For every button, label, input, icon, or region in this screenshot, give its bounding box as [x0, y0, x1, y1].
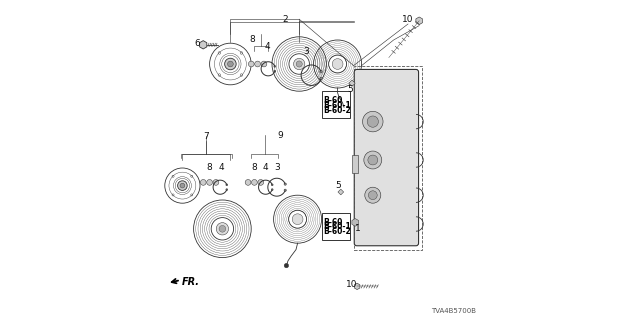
Circle shape: [284, 189, 286, 191]
Circle shape: [207, 180, 212, 185]
Text: 6: 6: [194, 39, 200, 48]
Text: 8: 8: [249, 36, 255, 44]
Circle shape: [226, 189, 228, 190]
Circle shape: [178, 181, 188, 190]
Circle shape: [245, 180, 251, 185]
Bar: [352, 155, 358, 173]
Circle shape: [367, 116, 378, 127]
Circle shape: [180, 183, 185, 188]
Circle shape: [261, 61, 267, 67]
Text: 3: 3: [274, 163, 280, 172]
Bar: [322, 213, 351, 240]
Circle shape: [292, 214, 303, 225]
Circle shape: [200, 180, 206, 185]
Text: FR.: FR.: [182, 276, 200, 287]
Circle shape: [255, 61, 260, 67]
Circle shape: [258, 180, 264, 185]
Circle shape: [296, 61, 302, 67]
Circle shape: [225, 58, 236, 70]
Text: B-60-2: B-60-2: [323, 227, 351, 236]
Bar: [322, 91, 351, 118]
Circle shape: [274, 70, 276, 72]
Text: 5: 5: [336, 181, 341, 190]
Circle shape: [252, 180, 257, 185]
Circle shape: [362, 111, 383, 132]
Text: 10: 10: [402, 15, 413, 24]
Circle shape: [271, 189, 273, 190]
Text: B-60-1: B-60-1: [323, 101, 351, 110]
Circle shape: [219, 225, 226, 232]
Circle shape: [332, 59, 343, 69]
Circle shape: [216, 223, 228, 235]
Text: B-60-1: B-60-1: [323, 222, 351, 231]
Text: 4: 4: [219, 164, 224, 172]
Circle shape: [271, 184, 273, 186]
Text: 2: 2: [282, 15, 287, 24]
Circle shape: [320, 77, 322, 80]
Circle shape: [248, 61, 254, 67]
Bar: [354, 66, 422, 250]
Circle shape: [274, 66, 276, 67]
Text: B-60: B-60: [323, 218, 343, 227]
Circle shape: [284, 183, 286, 185]
Circle shape: [320, 70, 322, 73]
Circle shape: [364, 151, 381, 169]
Text: 8: 8: [207, 164, 212, 172]
Text: 5: 5: [348, 85, 353, 94]
Text: B-60: B-60: [323, 96, 343, 105]
Text: 1: 1: [355, 224, 360, 233]
Text: 8: 8: [252, 164, 257, 172]
Circle shape: [369, 191, 377, 200]
Circle shape: [284, 263, 289, 268]
Circle shape: [294, 58, 305, 70]
Text: 3: 3: [304, 47, 309, 56]
Circle shape: [226, 184, 228, 186]
Circle shape: [213, 180, 219, 185]
FancyBboxPatch shape: [355, 69, 419, 246]
Circle shape: [228, 61, 234, 67]
Text: 9: 9: [277, 132, 283, 140]
Circle shape: [365, 187, 381, 203]
Text: 4: 4: [263, 164, 268, 172]
Text: 10: 10: [346, 280, 357, 289]
Text: 7: 7: [204, 132, 209, 141]
Text: 4: 4: [264, 42, 270, 51]
Circle shape: [368, 155, 378, 165]
Text: B-60-2: B-60-2: [323, 106, 351, 115]
Text: TVA4B5700B: TVA4B5700B: [431, 308, 476, 314]
